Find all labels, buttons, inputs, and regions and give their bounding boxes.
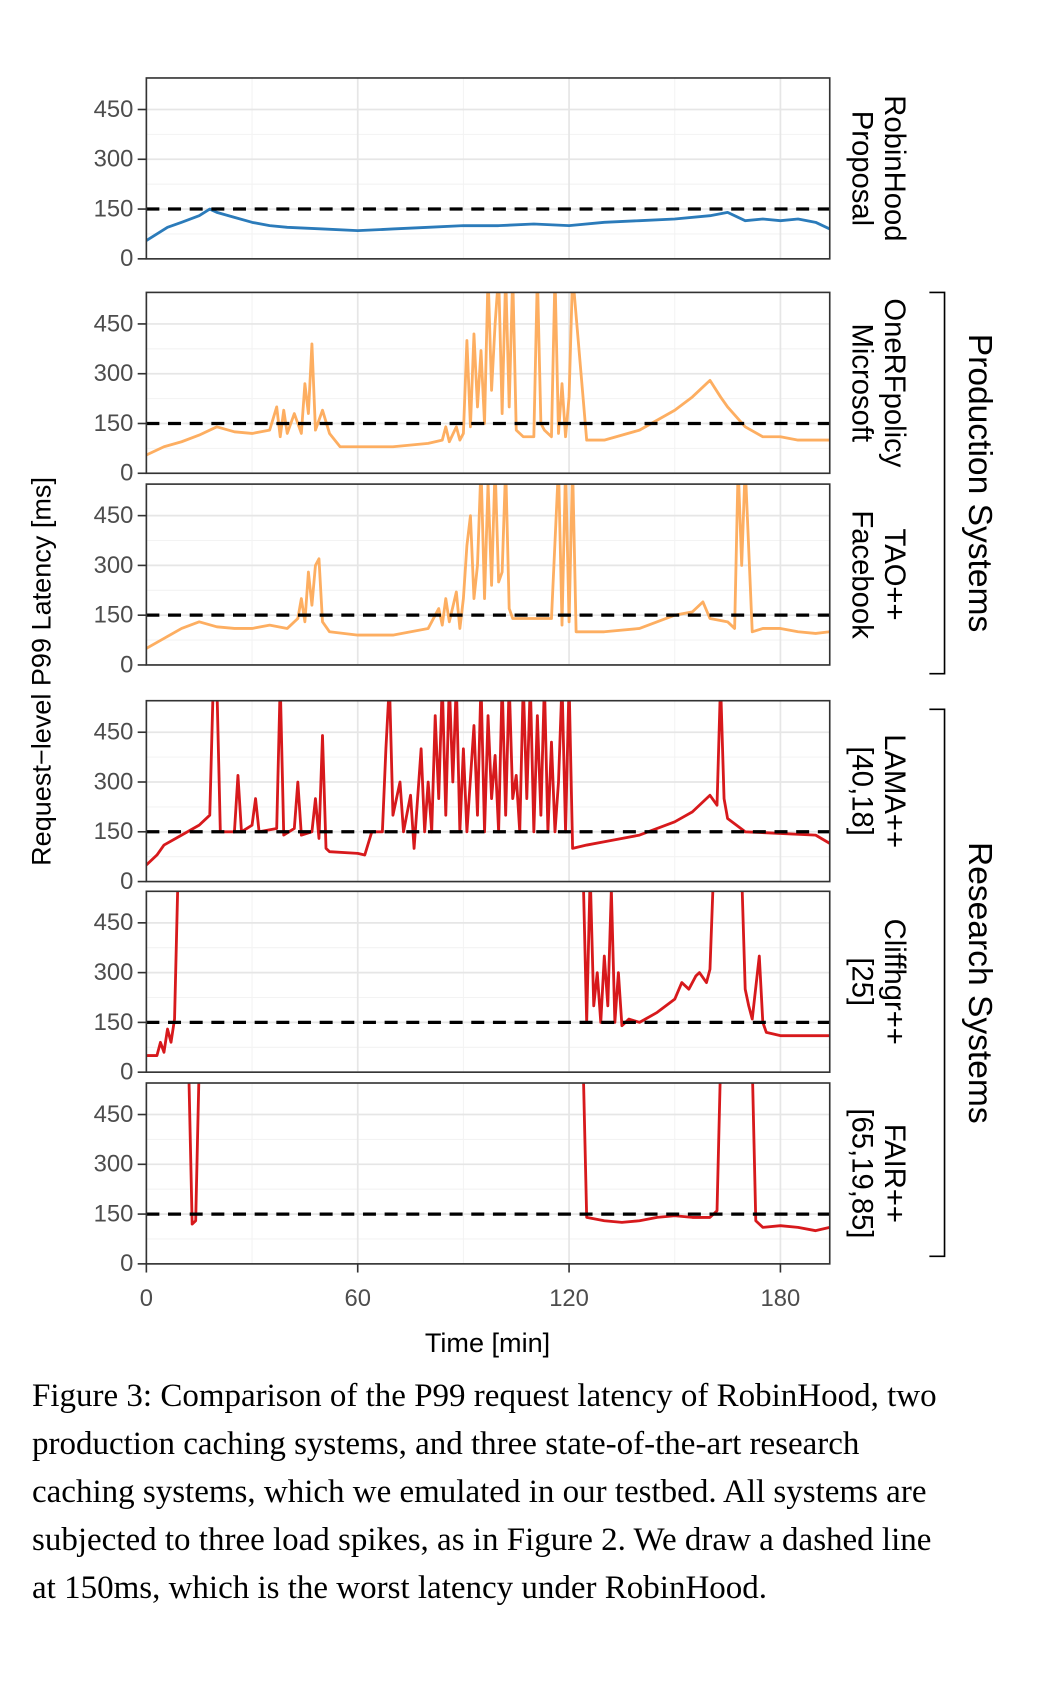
strip-label: LAMA++ (878, 734, 910, 848)
y-tick-label: 450 (94, 909, 134, 936)
data-line (146, 292, 830, 457)
x-tick-label: 60 (344, 1285, 371, 1312)
group-bracket (929, 291, 946, 675)
panel (146, 891, 830, 1073)
y-tick-label: 150 (94, 818, 134, 845)
panel-border (145, 1082, 831, 1265)
strip-label: OneRFpolicy (878, 298, 910, 467)
figure: Request−level P99 Latency [ms] Time [min… (26, 77, 998, 1358)
group-label: Production Systems (961, 334, 998, 632)
strip-label: TAO++ (878, 528, 910, 620)
y-tick-label: 150 (94, 602, 134, 629)
data-line (146, 891, 830, 1057)
group-label: Research Systems (961, 842, 998, 1124)
data-line (187, 1083, 830, 1233)
panel (146, 77, 830, 259)
data-line (146, 207, 830, 242)
y-tick-label: 450 (94, 1101, 134, 1128)
y-tick-label: 0 (120, 1250, 133, 1277)
x-tick-label: 0 (140, 1285, 153, 1312)
y-tick-label: 150 (94, 195, 134, 222)
strip-label: [25] (845, 957, 877, 1006)
panel-border (145, 699, 831, 883)
strip-label: Cliffhgr++ (878, 919, 910, 1045)
y-tick-label: 0 (120, 651, 133, 678)
y-tick-label: 150 (94, 1009, 134, 1036)
y-tick-label: 300 (94, 146, 134, 173)
y-tick-label: 300 (94, 959, 134, 986)
y-tick-label: 450 (94, 96, 134, 123)
strip-label: [65,19,85] (845, 1108, 877, 1238)
y-tick-label: 150 (94, 410, 134, 437)
y-tick-label: 0 (120, 460, 133, 487)
y-tick-label: 300 (94, 360, 134, 387)
strip-label: Facebook (845, 510, 877, 639)
y-tick-label: 450 (94, 719, 134, 746)
y-tick-label: 450 (94, 502, 134, 529)
y-tick-label: 450 (94, 310, 134, 337)
panel-border (145, 77, 831, 260)
x-axis-label: Time [min] (425, 1327, 550, 1358)
data-line (146, 700, 830, 866)
x-tick-label: 120 (549, 1285, 589, 1312)
y-tick-label: 150 (94, 1200, 134, 1227)
strip-label: RobinHood (878, 95, 910, 241)
y-tick-label: 300 (94, 1151, 134, 1178)
y-tick-label: 300 (94, 768, 134, 795)
panel-border (145, 291, 831, 475)
panel-border (145, 483, 831, 666)
y-tick-label: 0 (120, 868, 133, 895)
strip-label: FAIR++ (878, 1124, 910, 1223)
y-tick-label: 0 (120, 1059, 133, 1086)
strip-label: [40,18] (845, 746, 877, 835)
x-tick-label: 180 (761, 1285, 801, 1312)
strip-label: Proposal (845, 111, 877, 226)
data-line (146, 484, 830, 650)
panel-border (145, 890, 831, 1073)
group-bracket (929, 708, 946, 1258)
y-tick-label: 0 (120, 245, 133, 272)
caption: Figure 3: Comparison of the P99 request … (32, 1378, 937, 1606)
y-tick-label: 300 (94, 552, 134, 579)
y-axis-label: Request−level P99 Latency [ms] (26, 477, 57, 866)
panel (146, 1083, 830, 1264)
strip-label: Microsoft (845, 324, 877, 443)
